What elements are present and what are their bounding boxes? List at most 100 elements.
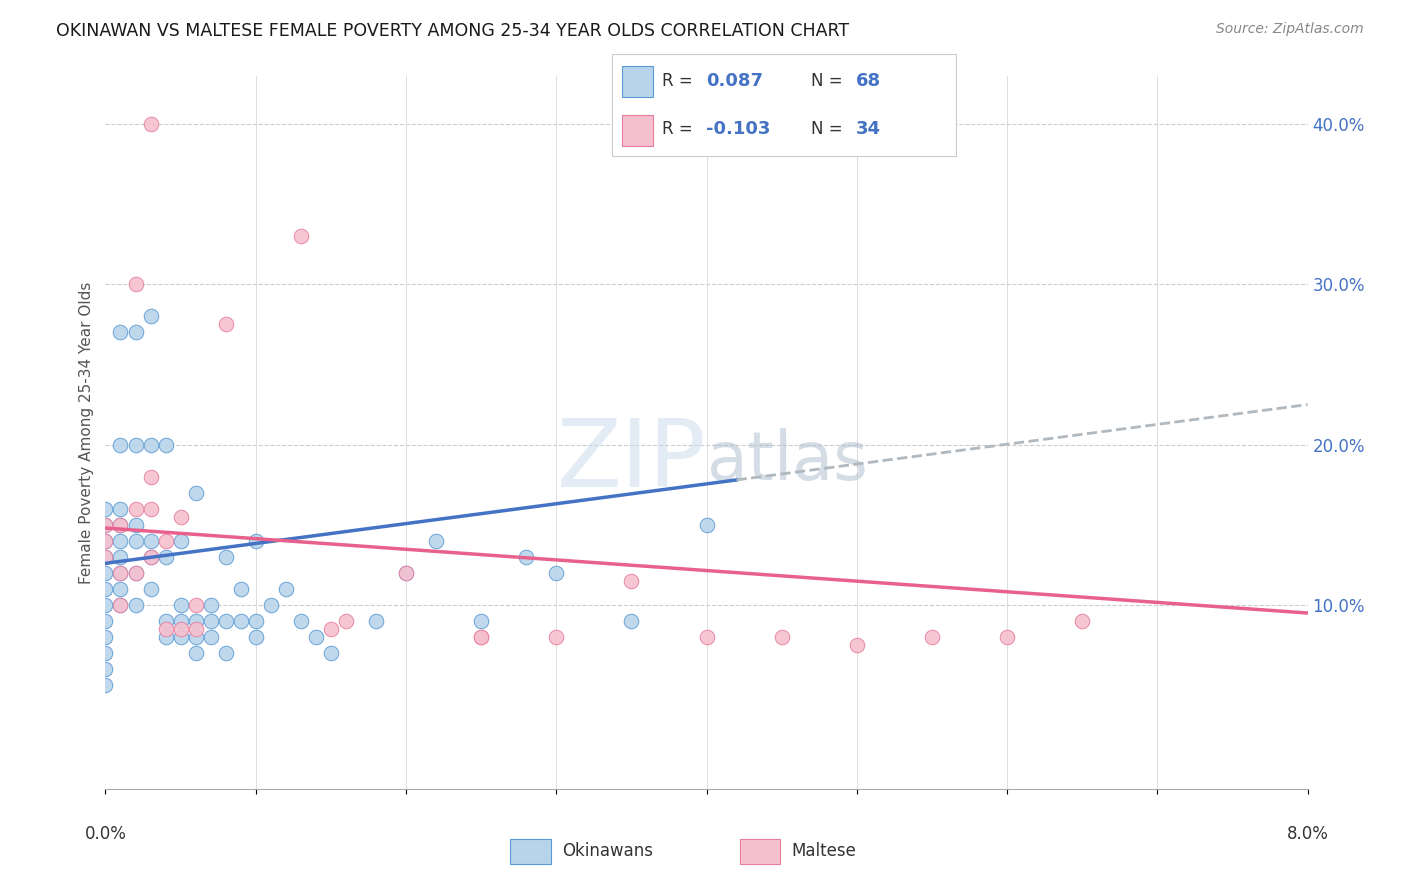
Point: [245, 533, 267, 548]
Point: [110, 549, 132, 564]
Point: [110, 517, 132, 532]
Point: [139, 469, 162, 483]
Text: 68: 68: [856, 71, 882, 90]
Point: [1071, 614, 1094, 628]
Text: Source: ZipAtlas.com: Source: ZipAtlas.com: [1216, 22, 1364, 37]
Point: [169, 598, 191, 612]
Text: R =: R =: [662, 71, 697, 90]
Point: [110, 598, 132, 612]
Point: [169, 614, 191, 628]
Point: [260, 598, 283, 612]
Point: [274, 582, 297, 596]
Point: [200, 630, 222, 644]
Point: [124, 566, 146, 580]
Point: [94, 646, 117, 660]
Point: [169, 509, 191, 524]
Point: [94, 614, 117, 628]
Point: [155, 437, 177, 451]
Point: [94, 533, 117, 548]
Point: [620, 614, 643, 628]
Point: [770, 630, 793, 644]
Point: [546, 566, 568, 580]
Point: [155, 614, 177, 628]
Point: [94, 598, 117, 612]
Text: Okinawans: Okinawans: [562, 842, 652, 861]
Bar: [621, 115, 652, 145]
Point: [169, 533, 191, 548]
Point: [425, 533, 447, 548]
Point: [94, 662, 117, 676]
Point: [319, 622, 342, 636]
Point: [214, 646, 236, 660]
Point: [290, 614, 312, 628]
Bar: [510, 839, 551, 863]
Bar: [621, 66, 652, 96]
Point: [995, 630, 1018, 644]
Text: 0.087: 0.087: [706, 71, 763, 90]
Point: [921, 630, 943, 644]
Point: [110, 517, 132, 532]
Text: 34: 34: [856, 120, 882, 138]
Point: [124, 277, 146, 292]
Point: [94, 582, 117, 596]
Point: [184, 598, 207, 612]
Point: [94, 517, 117, 532]
Point: [470, 614, 492, 628]
Point: [94, 678, 117, 692]
Point: [124, 501, 146, 516]
Point: [184, 630, 207, 644]
Point: [110, 582, 132, 596]
Point: [229, 582, 252, 596]
Point: [515, 549, 537, 564]
Point: [139, 549, 162, 564]
Point: [139, 437, 162, 451]
Point: [290, 229, 312, 244]
Point: [110, 533, 132, 548]
Point: [155, 533, 177, 548]
Point: [470, 630, 492, 644]
Point: [124, 566, 146, 580]
Point: [139, 501, 162, 516]
Point: [155, 630, 177, 644]
Point: [305, 630, 328, 644]
Point: [124, 517, 146, 532]
Point: [94, 566, 117, 580]
Point: [214, 318, 236, 332]
Point: [696, 630, 718, 644]
Point: [110, 326, 132, 340]
Point: [546, 630, 568, 644]
Point: [229, 614, 252, 628]
Point: [395, 566, 418, 580]
Point: [214, 614, 236, 628]
Point: [94, 630, 117, 644]
Point: [200, 614, 222, 628]
Point: [124, 533, 146, 548]
Point: [110, 437, 132, 451]
Text: OKINAWAN VS MALTESE FEMALE POVERTY AMONG 25-34 YEAR OLDS CORRELATION CHART: OKINAWAN VS MALTESE FEMALE POVERTY AMONG…: [56, 22, 849, 40]
Point: [110, 566, 132, 580]
Point: [200, 598, 222, 612]
Point: [184, 622, 207, 636]
Point: [124, 326, 146, 340]
Text: 0.0%: 0.0%: [84, 825, 127, 843]
Point: [335, 614, 357, 628]
Point: [319, 646, 342, 660]
Point: [124, 598, 146, 612]
Point: [110, 598, 132, 612]
Point: [184, 485, 207, 500]
Point: [395, 566, 418, 580]
Bar: [740, 839, 780, 863]
Point: [169, 630, 191, 644]
Text: R =: R =: [662, 120, 697, 138]
Point: [139, 582, 162, 596]
Point: [94, 517, 117, 532]
Point: [696, 517, 718, 532]
Point: [139, 310, 162, 324]
Point: [184, 646, 207, 660]
Point: [155, 622, 177, 636]
Point: [110, 501, 132, 516]
Point: [245, 614, 267, 628]
Text: N =: N =: [811, 71, 848, 90]
Point: [94, 549, 117, 564]
Point: [470, 630, 492, 644]
